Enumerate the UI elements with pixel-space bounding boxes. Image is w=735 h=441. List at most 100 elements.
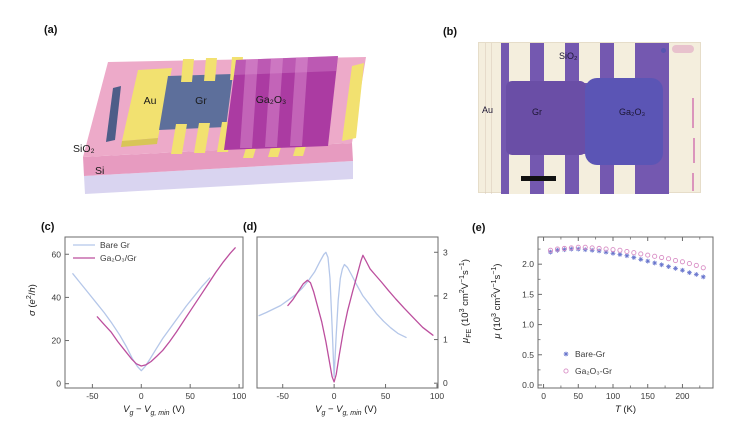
panel-b-label: (b) [443,26,458,38]
graphene-flake-image [506,81,586,155]
y-tick-label: 20 [52,336,62,346]
au-finger-bottom [544,154,565,194]
au-finger-bottom [509,154,530,194]
x-tick-label: 0 [332,391,337,401]
panel-e-label: (e) [472,222,486,234]
x-tick-label: 100 [606,391,620,401]
series-ga2o3-gr [287,254,434,383]
device-schematic: Au Gr Ga₂O₃ SiO₂ Si [73,56,366,194]
gr-label: Gr [195,95,207,107]
y-tick-label: 1.5 [522,289,534,299]
x-tick-label: 50 [574,391,584,401]
data-point-star [624,253,629,258]
data-point-star [638,257,643,262]
y-tick-label: 0.0 [522,380,534,390]
au-finger-bottom-2 [194,123,210,153]
gr-image-label: Gr [532,107,542,117]
y-tick-label: 40 [52,292,62,302]
graphene-under-au [106,86,121,142]
data-point-star [564,352,568,356]
data-point-circle [652,253,658,259]
data-point-circle [617,247,623,253]
data-point-star [562,247,567,252]
conductivity-chart: -50 0 50 100 0 20 40 60 Bare Gr Ga₂O₃/Gr [52,236,246,401]
x-tick-label: 200 [675,391,689,401]
au-finger-top [614,43,635,83]
ga2o3-finger-shadow-3 [290,57,308,146]
x-tick-label: 100 [232,391,246,401]
plot-frame [256,236,439,389]
data-point-star [645,259,650,264]
au-finger-top [509,43,530,83]
data-point-star [611,251,615,256]
data-point-circle [589,245,595,251]
y-tick-label: 1 [443,335,448,345]
data-point-circle [563,368,569,374]
debris-particle [661,48,666,53]
data-point-circle [547,247,554,253]
plot-frame [537,236,714,389]
au-streak [491,43,492,194]
y-tick-label: 2.0 [522,259,534,269]
x-tick-label: 50 [185,391,195,401]
data-point-star [666,264,671,269]
x-tick-label: 0 [139,391,144,401]
x-tick-label: 50 [381,391,391,401]
panel-c-label: (c) [41,221,55,233]
scale-bar [521,176,556,181]
data-point-star [569,247,574,252]
data-point-circle [693,262,699,268]
data-point-star [652,260,657,265]
sio2-front-face [83,143,353,176]
au-image-label: Au [482,105,494,115]
y-tick-label: 0 [56,379,61,389]
si-substrate [84,161,353,194]
legend-label: Bare Gr [100,240,130,250]
data-point-star [631,255,636,260]
au-tab-3 [293,146,306,156]
series-ga2o3-gr [96,247,236,367]
series-bare-gr [258,251,407,378]
chart-e-xlabel: T (K) [614,404,637,415]
panel-d-label: (d) [243,221,258,233]
ink-marking [692,98,694,128]
y-tick-label: 3 [443,247,448,257]
data-point-circle [554,246,560,252]
data-point-circle [666,256,672,262]
data-point-star [687,270,692,275]
x-tick-label: 100 [430,391,444,401]
y-tick-label: 60 [52,249,62,259]
data-point-star [673,266,678,271]
au-finger-top-1 [181,59,194,82]
ga2o3-finger-shadow-2 [265,58,283,147]
ink-marking [693,138,695,163]
data-point-circle [582,244,588,250]
data-point-circle [672,258,679,264]
graphene-flake [159,74,233,130]
y-tick-label: 0 [443,378,448,388]
y-tick-label: 2 [443,291,448,301]
data-point-star [659,262,664,267]
x-tick-label: 150 [641,391,655,401]
au-electrode-right [342,63,364,141]
mobility-vs-temperature-chart: 0 50 100 150 200 0.0 0.5 1.0 1.5 2.0 Bare-Gr Ga₂O₃-… [522,236,714,401]
plot-frame [64,236,244,389]
data-point-star [701,274,706,279]
data-point-star [694,272,699,277]
si-label: Si [95,165,104,177]
ga2o3-flake [224,56,338,150]
field-effect-mobility-chart: -50 0 50 100 0 1 2 3 [256,236,448,401]
data-point-circle [679,259,685,265]
au-finger-bottom-1 [171,124,187,154]
au-tab-2 [268,147,281,157]
data-point-circle [603,246,609,252]
chart-c-ylabel: σ (e2/h) [25,284,39,317]
x-tick-label: 0 [541,391,546,401]
data-point-star [555,248,560,253]
chart-e-ylabel: μ (103 cm2V−1s−1) [490,263,504,339]
data-point-star [680,268,685,273]
legend-label: Bare-Gr [575,349,605,359]
au-streak [485,43,486,194]
data-point-circle [624,248,630,255]
